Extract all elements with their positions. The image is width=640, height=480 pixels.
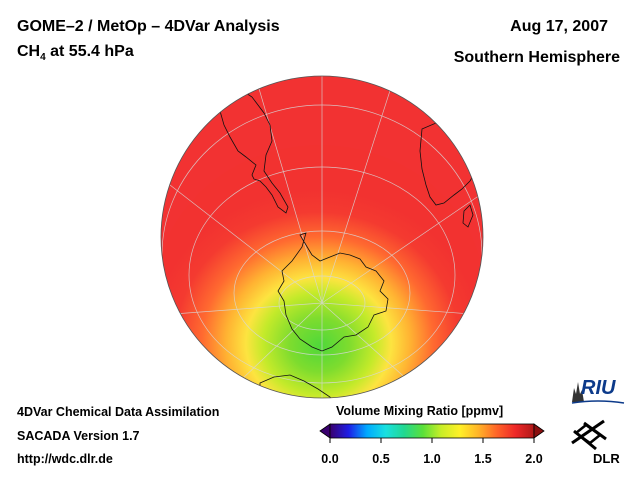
species-pressure-label: CH4 at 55.4 hPa [17, 43, 134, 63]
dlr-logo-icon [571, 419, 607, 451]
globe-map [160, 75, 484, 399]
date-label: Aug 17, 2007 [510, 18, 608, 35]
species-subscript: 4 [40, 52, 46, 63]
info-url[interactable]: http://wdc.dlr.de [17, 452, 113, 466]
species-name: CH [17, 43, 41, 60]
colorbar-tick-label: 2.0 [525, 452, 543, 466]
hemisphere-label: Southern Hemisphere [453, 49, 620, 66]
antarctica-outline [277, 232, 389, 352]
new-zealand-outline [217, 370, 227, 388]
colorbar-title: Volume Mixing Ratio [ppmv] [336, 404, 504, 418]
info-version: SACADA Version 1.7 [17, 429, 140, 443]
colorbar-tick-label: 0.0 [321, 452, 339, 466]
colorbar-high-arrow [533, 423, 545, 439]
australia-outline [259, 374, 337, 398]
colorbar-tick-label: 1.5 [474, 452, 492, 466]
colorbar-tick-label: 1.0 [423, 452, 441, 466]
pressure-level: at 55.4 hPa [45, 43, 134, 60]
riu-logo-text: RIU [581, 377, 616, 399]
south-america-outline [219, 84, 289, 214]
colorbar-tick-label: 0.5 [372, 452, 390, 466]
riu-logo-icon: RIU [571, 377, 625, 404]
colorbar-low-arrow [319, 423, 331, 439]
colorbar-ticks [329, 438, 535, 443]
dlr-logo-text: DLR [593, 451, 620, 466]
colorbar [319, 423, 545, 443]
madagascar-outline [462, 204, 474, 228]
colorbar-gradient [329, 423, 535, 439]
map-title: GOME–2 / MetOp – 4DVar Analysis [17, 18, 280, 35]
info-assimilation: 4DVar Chemical Data Assimilation [17, 405, 220, 419]
